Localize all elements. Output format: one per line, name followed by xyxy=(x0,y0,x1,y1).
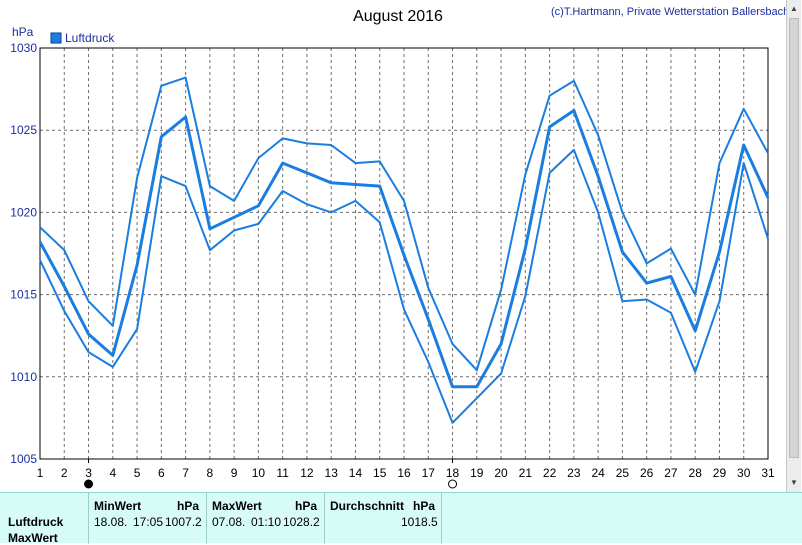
x-tick-label: 16 xyxy=(397,466,411,480)
scroll-down-icon[interactable]: ▼ xyxy=(790,478,798,487)
max-time: 01:10 xyxy=(251,515,282,529)
max-unit: hPa xyxy=(295,499,318,513)
x-tick-label: 13 xyxy=(325,466,339,480)
y-tick-label: 1030 xyxy=(10,41,37,55)
x-tick-label: 19 xyxy=(470,466,484,480)
x-tick-label: 3 xyxy=(85,466,92,480)
min-time: 17:05 xyxy=(133,515,164,529)
x-tick-label: 22 xyxy=(543,466,557,480)
y-tick-label: 1010 xyxy=(10,370,37,384)
x-tick-label: 24 xyxy=(591,466,605,480)
x-tick-label: 31 xyxy=(761,466,775,480)
row-label-luftdruck: Luftdruck xyxy=(8,515,64,529)
scroll-up-icon[interactable]: ▲ xyxy=(790,4,798,13)
x-tick-label: 30 xyxy=(737,466,751,480)
x-tick-label: 7 xyxy=(182,466,189,480)
x-tick-label: 23 xyxy=(567,466,581,480)
divider xyxy=(206,493,207,544)
min-value: 1007.2 xyxy=(165,515,202,529)
x-tick-label: 14 xyxy=(349,466,363,480)
x-tick-label: 15 xyxy=(373,466,387,480)
x-tick-label: 26 xyxy=(640,466,654,480)
y-axis-unit: hPa xyxy=(12,25,34,39)
series-line-max xyxy=(39,76,769,372)
series-line-mean xyxy=(38,109,770,389)
min-date: 18.08. xyxy=(94,515,128,529)
max-value: 1028.2 xyxy=(283,515,320,529)
avg-header: Durchschnitt xyxy=(330,499,405,513)
x-tick-label: 8 xyxy=(207,466,214,480)
divider xyxy=(441,493,442,544)
vertical-scrollbar[interactable]: ▲ ▼ xyxy=(786,0,801,492)
x-tick-label: 4 xyxy=(109,466,116,480)
divider xyxy=(88,493,89,544)
chart-title: August 2016 xyxy=(353,8,443,25)
x-tick-label: 1 xyxy=(37,466,44,480)
x-tick-label: 2 xyxy=(61,466,68,480)
y-tick-label: 1015 xyxy=(10,288,37,302)
stats-panel: Luftdruck MaxWert MinWert hPa 18.08. 17:… xyxy=(0,492,802,545)
plot-frame xyxy=(39,47,769,460)
x-tick-label: 20 xyxy=(494,466,508,480)
x-tick-label: 18 xyxy=(446,466,460,480)
copyright-text: (c)T.Hartmann, Private Wetterstation Bal… xyxy=(551,6,786,18)
x-tick-label: 12 xyxy=(300,466,314,480)
max-date: 07.08. xyxy=(212,515,246,529)
x-tick-label: 28 xyxy=(689,466,703,480)
avg-unit: hPa xyxy=(413,499,436,513)
min-header: MinWert xyxy=(94,499,142,513)
x-tick-label: 5 xyxy=(134,466,141,480)
x-tick-label: 21 xyxy=(519,466,533,480)
full-moon-icon xyxy=(448,479,458,489)
y-tick-label: 1025 xyxy=(10,123,37,137)
y-tick-label: 1005 xyxy=(10,452,37,466)
series-line-min xyxy=(39,148,769,424)
x-tick-label: 29 xyxy=(713,466,727,480)
x-tick-label: 17 xyxy=(422,466,436,480)
series-group xyxy=(38,76,770,424)
y-tick-labels: 1005 1010 1015 1020 1025 1030 xyxy=(10,41,37,466)
max-header: MaxWert xyxy=(212,499,262,513)
avg-value: 1018.5 xyxy=(401,515,438,529)
min-unit: hPa xyxy=(177,499,200,513)
y-tick-label: 1020 xyxy=(10,205,37,219)
divider xyxy=(324,493,325,544)
legend-label: Luftdruck xyxy=(65,31,115,45)
x-tick-label: 25 xyxy=(616,466,630,480)
x-tick-label: 11 xyxy=(276,466,289,480)
x-tick-label: 9 xyxy=(231,466,238,480)
x-tick-label: 10 xyxy=(252,466,266,480)
scroll-thumb[interactable] xyxy=(789,18,799,458)
legend-swatch xyxy=(50,32,62,44)
new-moon-icon xyxy=(84,479,94,489)
x-tick-label: 27 xyxy=(664,466,678,480)
x-tick-labels: 1 2 3 4 5 6 7 8 9 10 11 12 13 14 15 16 17 18 19 20 21 22 23 24 2… xyxy=(37,466,775,480)
row-label-maxwert: MaxWert xyxy=(8,531,58,545)
moon-markers xyxy=(84,459,458,489)
x-tick-label: 6 xyxy=(158,466,165,480)
